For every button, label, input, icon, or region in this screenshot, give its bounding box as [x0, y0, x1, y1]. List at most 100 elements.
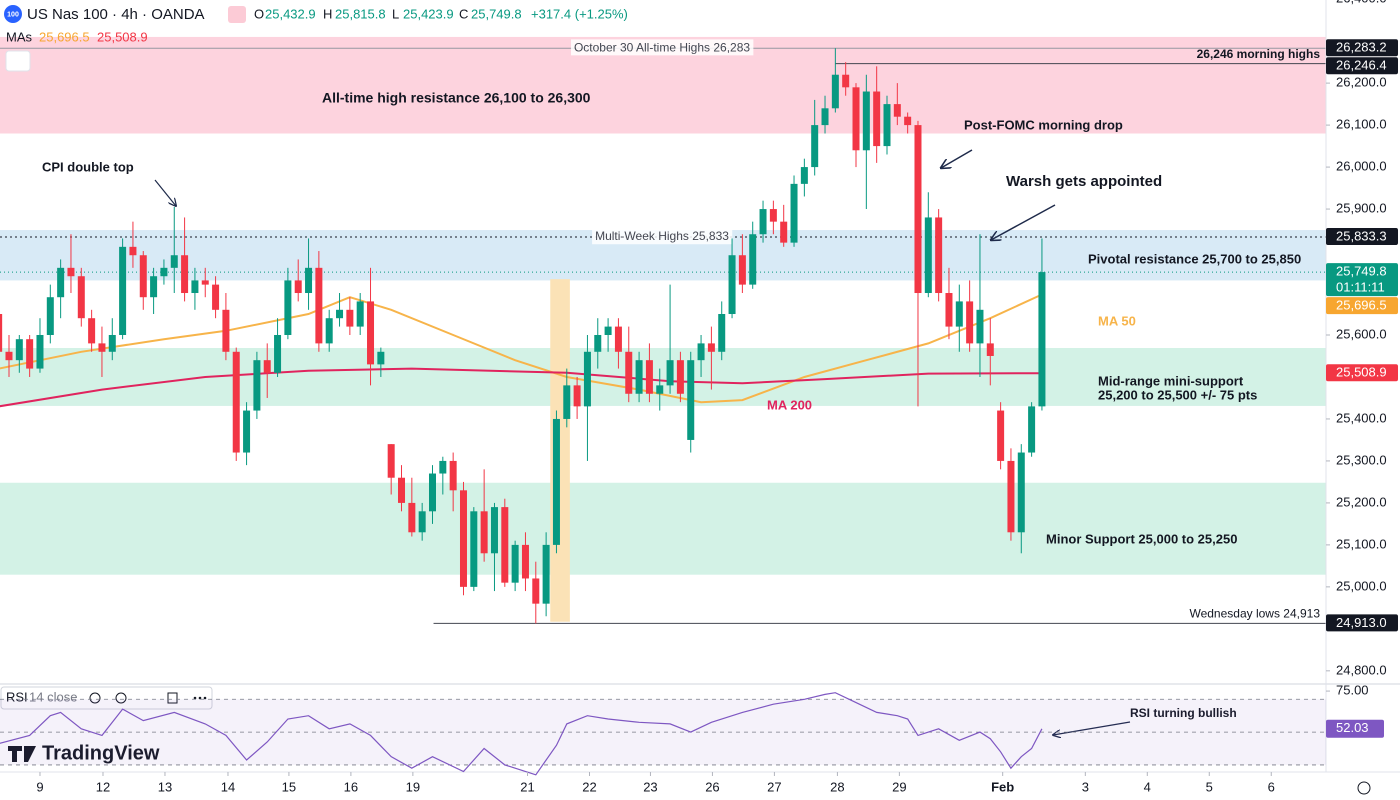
candle-body	[790, 183, 798, 243]
candle-body	[274, 334, 282, 373]
settings-icon[interactable]	[115, 692, 127, 704]
ohlc-key: H	[323, 6, 332, 21]
level-label: October 30 All-time Highs 26,283	[574, 40, 750, 54]
candle-body	[800, 167, 808, 184]
candle-body	[191, 280, 199, 294]
candle-body	[521, 544, 529, 579]
candle-body	[852, 87, 860, 151]
ma-value: 25,508.9	[97, 29, 148, 44]
candle-body	[635, 360, 643, 394]
more-icon[interactable]	[198, 696, 202, 700]
candle-body	[336, 309, 344, 319]
collapse-button[interactable]	[5, 50, 31, 72]
price-label	[1326, 57, 1398, 75]
candle-body	[67, 267, 75, 277]
ohlc-value: 25,815.8	[335, 6, 386, 21]
y-tick-label: 24,800.0	[1336, 662, 1387, 677]
y-tick-label: 26,400.0	[1336, 0, 1387, 6]
candle-body	[594, 334, 602, 352]
candle-body	[542, 544, 550, 604]
candle-body	[676, 360, 684, 394]
candle-body	[253, 360, 261, 411]
symbol-logo	[4, 5, 22, 23]
ohlc-key: L	[392, 6, 399, 21]
candle-body	[976, 309, 984, 344]
rsi-band	[0, 699, 1326, 765]
candle-body	[697, 343, 705, 361]
level-label: Multi-Week Highs 25,833	[595, 229, 729, 243]
annotation: Post-FOMC morning drop	[964, 117, 1123, 132]
change: +317.4 (+1.25%)	[531, 6, 628, 21]
candle-body	[449, 460, 457, 491]
price-label-text: 25,696.5	[1336, 298, 1387, 313]
price-label	[1326, 228, 1398, 246]
candle-body	[811, 125, 819, 168]
candle-body	[563, 385, 571, 419]
annotation: All-time high resistance 26,100 to 26,30…	[322, 90, 591, 106]
candle-body	[480, 511, 488, 554]
y-tick-label: 26,100.0	[1336, 117, 1387, 132]
candle-body	[243, 410, 251, 453]
x-tick-label: 27	[767, 779, 781, 794]
candle-body	[150, 276, 158, 298]
candle-body	[201, 280, 209, 285]
price-label-text: 24,913.0	[1336, 615, 1387, 630]
candle-body	[0, 314, 3, 352]
candle-body	[459, 490, 467, 587]
price-label	[1326, 364, 1398, 382]
logo-text: 100	[7, 11, 19, 18]
candle-body	[883, 104, 891, 147]
ohlc-value: 25,749.8	[471, 6, 522, 21]
brand: TradingView	[42, 742, 160, 764]
zone	[0, 482, 1326, 575]
price-label-text: 26,283.2	[1336, 40, 1387, 55]
rsi-params: 14 close	[29, 689, 77, 704]
price-label-text: 25,749.8	[1336, 264, 1387, 279]
settings-icon[interactable]	[1357, 781, 1371, 795]
more-icon[interactable]	[203, 696, 207, 700]
candle-body	[532, 578, 540, 604]
arrow	[941, 149, 973, 168]
candle-body	[108, 334, 116, 352]
symbol[interactable]: US Nas 100 · 4h · OANDA	[27, 6, 205, 23]
mas-label[interactable]: MAs	[6, 29, 33, 44]
x-tick-label: 29	[892, 779, 906, 794]
annotation: 25,200 to 25,500 +/- 75 pts	[1098, 387, 1257, 402]
candle-body	[139, 255, 147, 298]
candle-body	[501, 507, 509, 583]
more-icon[interactable]	[193, 696, 197, 700]
candle-body	[738, 255, 746, 285]
rsi-legend[interactable]	[0, 686, 213, 710]
candle-body	[656, 385, 664, 394]
x-tick-label: 28	[830, 779, 844, 794]
ohlc-key: O	[254, 6, 264, 21]
candle-body	[862, 91, 870, 151]
y-tick-label: 25,300.0	[1336, 452, 1387, 467]
candle-body	[583, 351, 591, 407]
x-tick-label: 23	[643, 779, 657, 794]
candle-body	[36, 334, 44, 369]
price-label	[1326, 263, 1398, 297]
candle-body	[119, 246, 127, 335]
candle-body	[573, 385, 581, 407]
y-tick-label: 25,900.0	[1336, 200, 1387, 215]
candle-body	[1038, 272, 1046, 407]
x-tick-label: 9	[36, 779, 43, 794]
y-tick-label: 25,600.0	[1336, 326, 1387, 341]
arrow	[1053, 721, 1131, 735]
arrow	[991, 204, 1056, 240]
candle-body	[181, 255, 189, 294]
candle-body	[749, 234, 757, 285]
candle-body	[46, 297, 54, 335]
candle-body	[408, 502, 416, 533]
candle-body	[170, 255, 178, 268]
annotation: CPI double top	[42, 159, 134, 174]
annotation: Minor Support 25,000 to 25,250	[1046, 531, 1237, 546]
candle-body	[346, 309, 354, 327]
delete-icon[interactable]	[167, 692, 178, 704]
x-tick-label: 22	[582, 779, 596, 794]
candle-body	[305, 267, 313, 294]
candle-body	[666, 360, 674, 386]
candle-body	[625, 351, 633, 394]
eye-icon[interactable]	[89, 692, 101, 704]
